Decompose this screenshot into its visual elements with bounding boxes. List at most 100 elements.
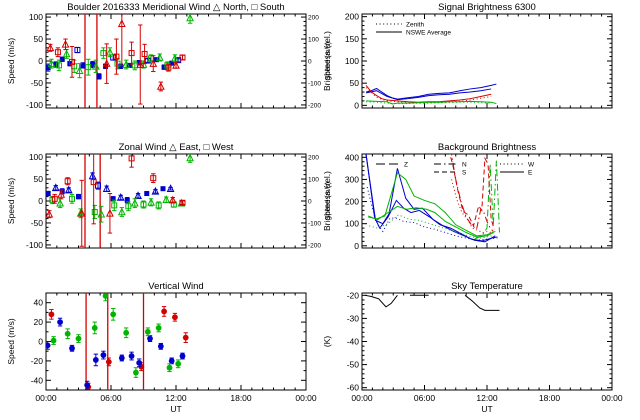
marker-filled-circle [147, 335, 153, 342]
svg-text:0: 0 [38, 56, 43, 66]
svg-text:40: 40 [34, 298, 44, 308]
svg-text:00:00: 00:00 [35, 393, 57, 403]
marker-filled-circle [182, 334, 189, 341]
marker-open-square [179, 199, 186, 206]
marker-open-square [170, 201, 177, 208]
marker-open-triangle [46, 209, 54, 218]
marker-filled-circle [118, 355, 125, 361]
marker-filled-square [76, 194, 81, 200]
chart-signal: Signal Brightness 6300 0 50 100 150 200 Bright… [322, 2, 613, 110]
right-axis-label: Speed (m/s) [325, 182, 332, 220]
marker-open-square [51, 195, 58, 202]
marker-open-square [140, 201, 147, 208]
marker-open-square [64, 178, 71, 185]
plot-frame [361, 292, 613, 391]
right-axis-label: Speed (m/s) [325, 42, 332, 80]
svg-text:-50: -50 [31, 218, 44, 228]
svg-text:0: 0 [38, 196, 43, 206]
svg-text:-200: -200 [308, 102, 321, 109]
series-green-dashdot [474, 160, 500, 240]
svg-text:0: 0 [308, 199, 312, 206]
svg-text:-100: -100 [26, 240, 43, 250]
chart-background: Background Brightness 0 100 200 300 400 Bright… [322, 142, 613, 251]
x-axis-label: UT [170, 404, 181, 414]
data-area [46, 14, 194, 108]
marker-open-triangle [147, 197, 155, 206]
marker-filled-circle [136, 359, 143, 366]
svg-text:00:00: 00:00 [295, 393, 317, 403]
svg-text:100: 100 [308, 177, 319, 184]
marker-open-triangle [57, 189, 66, 198]
marker-open-triangle [61, 39, 70, 48]
data-area [365, 83, 497, 105]
legend-label: E [528, 170, 533, 177]
svg-text:0: 0 [354, 241, 359, 251]
series-red-dotted [451, 179, 494, 235]
chart-title: Background Brightness [438, 142, 536, 153]
marker-open-triangle [162, 195, 171, 203]
svg-text:-50: -50 [31, 78, 44, 88]
svg-text:100: 100 [345, 56, 359, 66]
marker-filled-circle [57, 319, 63, 325]
marker-open-square [125, 203, 132, 210]
data-area [365, 154, 500, 243]
svg-text:-200: -200 [308, 242, 321, 249]
marker-filled-square [46, 65, 51, 71]
marker-open-square [114, 60, 121, 67]
marker-filled-circle [110, 311, 117, 318]
svg-text:18:00: 18:00 [230, 393, 252, 403]
marker-filled-square [110, 196, 116, 202]
svg-text:00:00: 00:00 [351, 393, 373, 403]
series-red-dashed [449, 154, 495, 230]
series-green-1 [368, 171, 496, 237]
marker-filled-circle [161, 308, 167, 315]
chart-title: Sky Temperature [451, 281, 523, 292]
marker-open-triangle [106, 208, 114, 217]
marker-filled-square [53, 62, 59, 68]
svg-text:200: 200 [308, 15, 319, 22]
chart-title: Zonal Wind △ East, □ West [119, 142, 234, 153]
marker-open-triangle [64, 185, 73, 194]
svg-text:-40: -40 [31, 375, 44, 385]
y-axis-label: (K) [322, 336, 332, 348]
marker-open-triangle [168, 195, 177, 204]
marker-open-triangle [117, 207, 126, 216]
marker-open-square [90, 179, 97, 186]
svg-text:20: 20 [34, 317, 44, 327]
marker-open-triangle [51, 183, 60, 192]
svg-text:18:00: 18:00 [539, 393, 561, 403]
svg-text:-100: -100 [308, 220, 321, 227]
marker-open-square [69, 58, 75, 65]
svg-text:12:00: 12:00 [476, 393, 498, 403]
svg-text:100: 100 [345, 219, 359, 229]
legend-label: S [462, 170, 467, 177]
marker-filled-circle [168, 358, 175, 364]
marker-open-square [113, 53, 120, 60]
svg-text:12:00: 12:00 [165, 393, 187, 403]
marker-filled-circle [46, 342, 51, 349]
marker-filled-square [124, 197, 130, 203]
legend-label: NSWE Average [406, 30, 451, 37]
marker-open-triangle [166, 184, 175, 193]
marker-open-square [69, 195, 75, 202]
marker-filled-circle [75, 335, 82, 342]
svg-text:-100: -100 [308, 80, 321, 87]
svg-text:-50: -50 [347, 360, 360, 370]
marker-open-square [91, 208, 98, 215]
svg-text:150: 150 [345, 34, 359, 44]
series-sky-temp-3 [464, 294, 500, 311]
svg-text:-40: -40 [347, 337, 360, 347]
marker-filled-circle [128, 353, 135, 359]
marker-filled-circle [92, 357, 99, 363]
marker-open-triangle [47, 59, 56, 67]
marker-filled-square [126, 62, 132, 68]
series-blue-1 [365, 154, 498, 242]
marker-filled-circle [155, 325, 162, 331]
marker-open-triangle [186, 154, 194, 162]
marker-open-triangle [75, 66, 84, 74]
marker-filled-square [144, 191, 150, 197]
marker-open-square [54, 49, 61, 56]
svg-text:200: 200 [345, 12, 359, 22]
